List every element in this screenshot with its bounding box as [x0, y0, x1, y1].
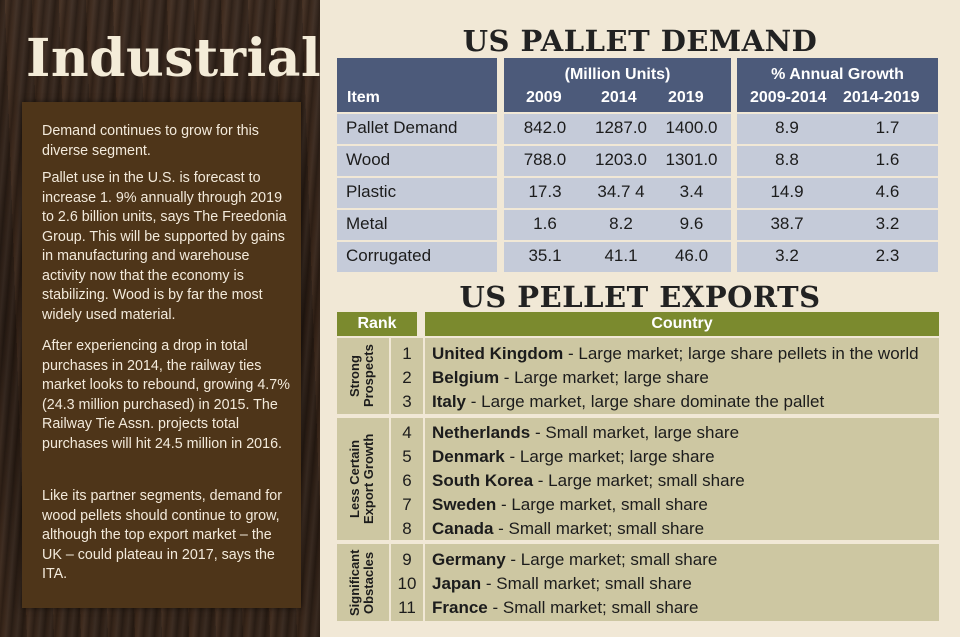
- growth-1: 38.7: [770, 214, 804, 233]
- country-desc: - Large market; small share: [505, 550, 718, 569]
- value-2014: 1203.0: [595, 150, 647, 169]
- right-panel: US PALLET DEMAND Item (Million Units) 20…: [320, 0, 960, 637]
- value-2014: 41.1: [604, 246, 638, 265]
- rank-number: 3: [402, 392, 412, 411]
- item-label: Wood: [346, 150, 391, 169]
- rank-number: 5: [402, 447, 412, 466]
- country-desc: - Small market; small share: [487, 598, 699, 617]
- item-label: Pallet Demand: [346, 118, 458, 137]
- country-name: France: [432, 598, 488, 617]
- value-2019: 1400.0: [665, 118, 718, 137]
- country-name: Japan: [432, 574, 482, 593]
- value-2009: 35.1: [528, 246, 562, 265]
- country-desc: - Small market; small share: [481, 574, 692, 593]
- growth-2: 1.6: [875, 150, 900, 169]
- paragraph-3: After experiencing a drop in total purch…: [42, 338, 290, 452]
- paragraph-2: Pallet use in the U.S. is forecast to in…: [42, 170, 287, 323]
- country-name: Netherlands: [432, 423, 531, 442]
- value-2019: 9.6: [679, 214, 704, 233]
- country-desc: - Large market; large share pellets in t…: [563, 344, 919, 363]
- country-header: Country: [425, 312, 939, 336]
- growth-header: % Annual Growth: [771, 66, 904, 83]
- rank-header: Rank: [337, 312, 417, 336]
- group-label: Less Certain Export Growth: [347, 433, 376, 525]
- left-panel: Industrial Demand continues to grow for …: [0, 0, 322, 637]
- export-group-strong: Strong Prospects 1 United Kingdom - Larg…: [337, 338, 939, 414]
- growth-1: 3.2: [775, 246, 799, 265]
- section-title: Industrial: [26, 28, 322, 89]
- paragraph-1: Demand continues to grow for this divers…: [42, 123, 259, 159]
- year-2019-header: 2019: [668, 89, 704, 106]
- item-label: Plastic: [346, 182, 397, 201]
- units-header: (Million Units): [564, 66, 671, 83]
- rank-number: 9: [402, 550, 412, 569]
- value-2009: 788.0: [523, 150, 567, 169]
- item-header: Item: [347, 89, 380, 106]
- export-group-obstacles: Significant Obstacles 9 Germany - Large …: [337, 544, 939, 621]
- export-group-less-certain: Less Certain Export Growth 4 Netherlands…: [337, 418, 939, 540]
- value-2014: 8.2: [609, 214, 633, 233]
- country-name: Belgium: [432, 368, 500, 387]
- country-name: Sweden: [432, 495, 497, 514]
- units-header-cell: (Million Units) 2009 2014 2019: [504, 58, 731, 112]
- group-label: Strong Prospects: [347, 344, 376, 408]
- country-desc: - Large market; large share: [504, 447, 715, 466]
- group-label: Significant Obstacles: [347, 549, 376, 616]
- country-name: South Korea: [432, 471, 534, 490]
- growth-2: 2.3: [875, 246, 900, 265]
- rank-number: 2: [402, 368, 412, 387]
- rank-number: 8: [402, 519, 412, 538]
- item-label: Corrugated: [346, 246, 432, 265]
- value-2009: 842.0: [523, 118, 567, 137]
- country-desc: - Large market; small share: [533, 471, 745, 490]
- country-desc: - Large market; large share: [499, 368, 709, 387]
- value-2019: 3.4: [679, 182, 704, 201]
- paragraph-4: Like its partner segments, demand for wo…: [42, 488, 282, 582]
- country-name: United Kingdom: [432, 344, 564, 363]
- value-2014: 1287.0: [595, 118, 647, 137]
- value-2009: 17.3: [528, 182, 562, 201]
- intro-textbox: Demand continues to grow for this divers…: [22, 102, 301, 608]
- growth-1: 14.9: [770, 182, 804, 201]
- year-2014-header: 2014: [601, 89, 637, 106]
- year-2009-header: 2009: [526, 89, 562, 106]
- demand-title: US PALLET DEMAND: [462, 24, 818, 58]
- growth-2: 1.7: [875, 118, 900, 137]
- item-label: Metal: [346, 214, 388, 233]
- growth-2: 4.6: [875, 182, 900, 201]
- rank-number: 10: [397, 574, 417, 593]
- growth-1: 8.9: [775, 118, 799, 137]
- country-name: Canada: [432, 519, 494, 538]
- growth-2: 3.2: [875, 214, 900, 233]
- country-name: Italy: [432, 392, 467, 411]
- growth-period-1-header: 2009-2014: [750, 89, 827, 106]
- growth-period-2-header: 2014-2019: [843, 89, 920, 106]
- exports-title: US PELLET EXPORTS: [459, 280, 821, 314]
- value-2009: 1.6: [533, 214, 557, 233]
- value-2014: 34.7 4: [597, 182, 645, 201]
- rank-number: 6: [402, 471, 412, 490]
- country-desc: - Large market, large share dominate the…: [466, 392, 825, 411]
- rank-number: 7: [402, 495, 412, 514]
- value-2019: 46.0: [674, 246, 709, 265]
- country-desc: - Small market, large share: [530, 423, 740, 442]
- rank-number: 4: [402, 423, 412, 442]
- value-2019: 1301.0: [665, 150, 718, 169]
- item-header-cell: Item: [337, 58, 497, 112]
- country-name: Germany: [432, 550, 506, 569]
- country-desc: - Large market, small share: [496, 495, 708, 514]
- rank-number: 1: [402, 344, 412, 363]
- growth-1: 8.8: [775, 150, 799, 169]
- country-name: Denmark: [432, 447, 505, 466]
- rank-number: 11: [398, 598, 416, 617]
- country-desc: - Small market; small share: [493, 519, 705, 538]
- growth-header-cell: % Annual Growth 2009-2014 2014-2019: [737, 58, 938, 112]
